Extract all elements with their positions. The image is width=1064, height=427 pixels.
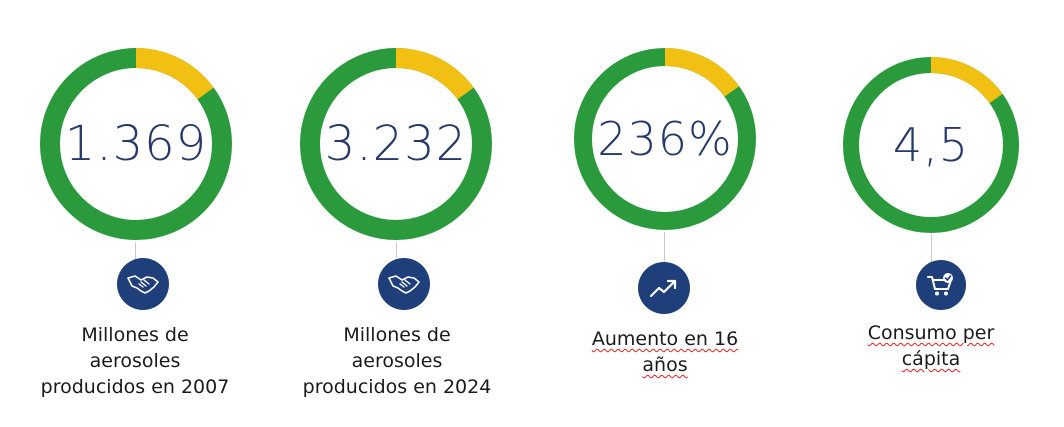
stat-value: 3.232 (324, 116, 468, 172)
caption-line: Millones de (343, 324, 451, 346)
caption-line: producidos en 2024 (302, 376, 492, 398)
caption-line-text: cápita (901, 348, 961, 370)
stat-value: 236% (597, 112, 733, 166)
stat-caption: Aumento en 16 años (560, 326, 770, 378)
stat-card-2024-production: 3.232 Millones de aerosoles producidos e… (270, 0, 540, 427)
ring-graphic (843, 57, 1019, 233)
caption-line-text: Consumo per (867, 322, 995, 344)
stat-caption: Consumo per cápita (836, 320, 1026, 372)
caption-line: aerosoles (351, 350, 443, 372)
progress-ring: 236% (572, 46, 758, 232)
ring-graphic (300, 48, 492, 240)
stat-value: 1.369 (64, 116, 208, 172)
connector-line (396, 242, 397, 258)
caption-line: Millones de (81, 324, 189, 346)
caption-line: Consumo per (836, 320, 1026, 346)
handshake-icon (117, 258, 169, 310)
caption-line: años (560, 352, 770, 378)
caption-line-text: Aumento en 16 (591, 328, 739, 350)
stat-card-2007-production: 1.369 Millones de aerosoles producidos e… (0, 0, 270, 427)
caption-line-text: años (642, 354, 688, 376)
progress-ring: 4,5 (842, 56, 1020, 234)
stat-caption: Millones de aerosoles producidos en 2024 (282, 322, 512, 400)
stat-card-growth: 236% Aumento en 16 años (540, 0, 800, 427)
progress-ring: 3.232 (298, 46, 494, 242)
stat-caption: Millones de aerosoles producidos en 2007 (20, 322, 250, 400)
cart-check-icon (916, 260, 966, 310)
progress-ring: 1.369 (38, 46, 234, 242)
caption-line: producidos en 2007 (40, 376, 230, 398)
stat-card-per-capita: 4,5 Consumo per cápita (800, 0, 1064, 427)
connector-line (135, 242, 136, 264)
caption-line: aerosoles (89, 350, 181, 372)
handshake-icon (378, 258, 430, 310)
ring-graphic (574, 48, 756, 230)
connector-line (664, 232, 665, 264)
caption-line: Aumento en 16 (560, 326, 770, 352)
connector-line (931, 234, 932, 262)
stat-value: 4,5 (892, 118, 970, 172)
ring-graphic (40, 48, 232, 240)
caption-line: cápita (836, 346, 1026, 372)
trend-up-icon (638, 262, 690, 314)
